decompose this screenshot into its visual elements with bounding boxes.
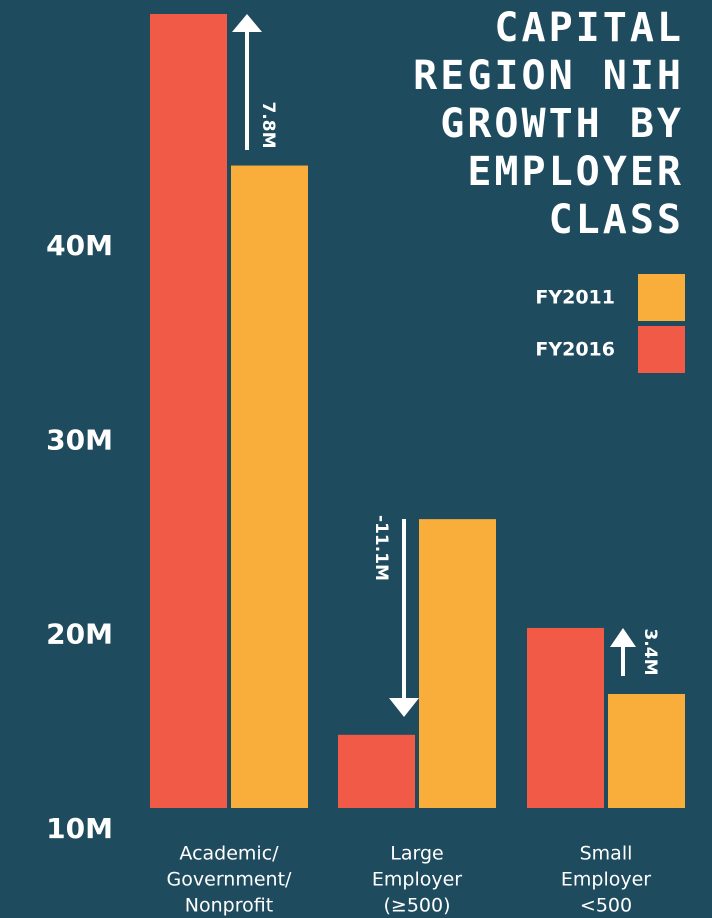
bar bbox=[527, 627, 604, 808]
y-tick-label: 20M bbox=[46, 618, 113, 651]
x-tick-label: Large bbox=[390, 843, 443, 865]
x-tick-label: Employer bbox=[561, 869, 651, 891]
x-tick-label: Nonprofit bbox=[185, 895, 273, 917]
y-tick-label: 30M bbox=[46, 423, 113, 456]
arrow-head bbox=[610, 628, 636, 647]
legend-swatch bbox=[638, 326, 685, 373]
chart-title: REGION NIH bbox=[413, 53, 684, 99]
annotation: -11.1M bbox=[371, 515, 391, 581]
arrow-head bbox=[389, 698, 419, 717]
legend-swatch bbox=[638, 274, 685, 321]
x-tick-label: Academic/ bbox=[179, 843, 279, 865]
bar bbox=[419, 519, 496, 808]
chart-title: GROWTH BY bbox=[440, 101, 684, 147]
bar bbox=[338, 734, 415, 808]
chart-title: EMPLOYER bbox=[467, 149, 684, 195]
x-tick-label: (≥500) bbox=[383, 895, 450, 917]
arrow-head bbox=[232, 14, 262, 32]
annotation: 3.4M bbox=[640, 628, 660, 675]
bar bbox=[608, 694, 685, 808]
y-tick-label: 10M bbox=[46, 812, 113, 845]
bar bbox=[150, 14, 227, 808]
legend-label: FY2011 bbox=[535, 287, 615, 309]
x-tick-label: <500 bbox=[580, 895, 632, 917]
arrows bbox=[232, 14, 636, 717]
y-tick-label: 40M bbox=[46, 229, 113, 262]
x-tick-label: Employer bbox=[372, 869, 462, 891]
chart-title: CLASS bbox=[549, 197, 684, 243]
x-tick-label: Small bbox=[580, 843, 633, 865]
chart-title: CAPITAL bbox=[494, 5, 684, 51]
x-tick-label: Government/ bbox=[167, 869, 292, 891]
bar bbox=[231, 165, 308, 809]
annotation: 7.8M bbox=[258, 101, 278, 148]
legend-label: FY2016 bbox=[535, 339, 615, 361]
